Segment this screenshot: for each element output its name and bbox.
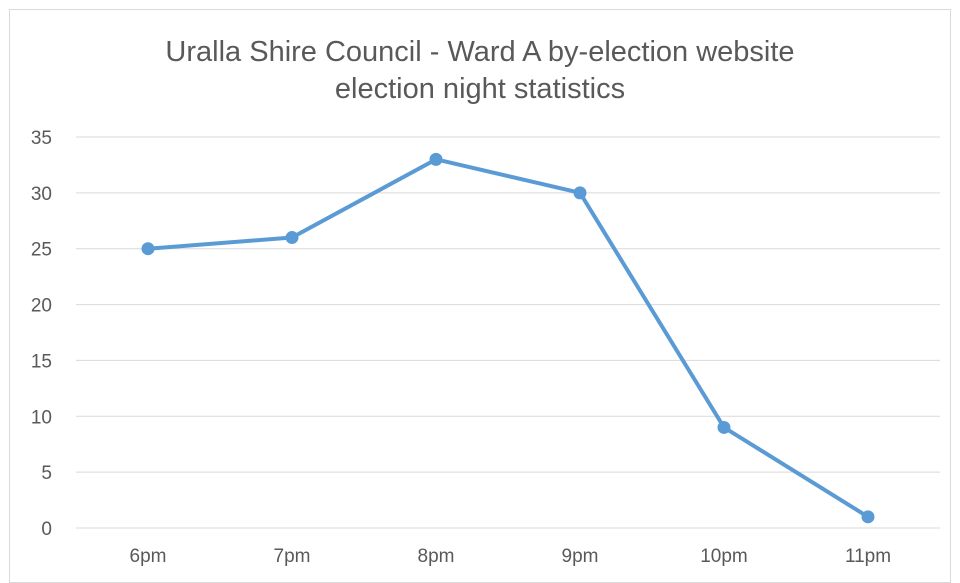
x-tick-label: 8pm xyxy=(418,546,455,567)
y-tick-label: 0 xyxy=(41,519,52,540)
data-point-7pm xyxy=(285,231,299,245)
y-tick-label: 5 xyxy=(41,463,52,484)
x-tick-label: 7pm xyxy=(274,546,311,567)
chart-frame xyxy=(9,9,951,583)
chart-title-line-1: Uralla Shire Council - Ward A by-electio… xyxy=(165,36,795,68)
x-tick-label: 9pm xyxy=(562,546,599,567)
y-tick-label: 15 xyxy=(31,351,52,372)
chart-title: Uralla Shire Council - Ward A by-electio… xyxy=(0,34,960,108)
data-point-11pm xyxy=(861,510,875,524)
series-line xyxy=(146,157,870,519)
y-tick-label: 10 xyxy=(31,407,52,428)
y-tick-label: 30 xyxy=(31,184,52,205)
x-tick-label: 10pm xyxy=(700,546,748,567)
data-point-8pm xyxy=(429,152,443,166)
y-tick-label: 35 xyxy=(31,128,52,149)
y-tick-label: 20 xyxy=(31,296,52,317)
data-point-9pm xyxy=(573,186,587,200)
x-tick-label: 11pm xyxy=(845,546,891,567)
x-tick-label: 6pm xyxy=(130,546,167,567)
data-point-6pm xyxy=(141,242,155,256)
chart-title-line-2: election night statistics xyxy=(334,73,626,105)
data-point-10pm xyxy=(717,420,731,434)
y-tick-label: 25 xyxy=(31,240,52,261)
